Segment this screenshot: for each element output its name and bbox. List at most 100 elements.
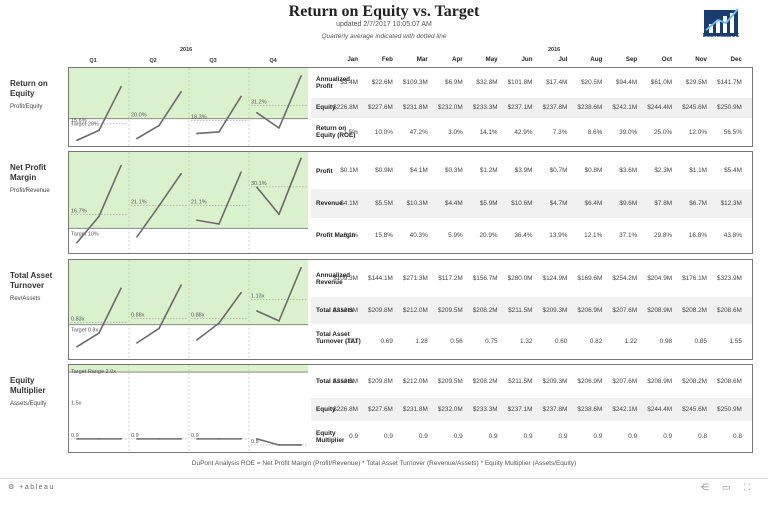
- monthly-point-jan: [76, 139, 78, 142]
- monthly-point-nov: [278, 127, 280, 129]
- metric-value-jul: $0.7M: [549, 167, 568, 175]
- month-header-jan: Jan: [347, 56, 358, 63]
- monthly-point-jul: [196, 437, 198, 440]
- metric-value-feb: $227.6M: [368, 405, 393, 413]
- metric-value-aug: 0.9: [593, 433, 603, 441]
- metric-value-jul: $237.8M: [542, 104, 568, 111]
- metric-label: Revenue: [316, 199, 343, 207]
- metric-value-mar: 1.28: [415, 338, 428, 346]
- metric-value-feb: 15.8%: [374, 231, 393, 239]
- monthly-point-may: [158, 204, 160, 207]
- comment-icon[interactable]: ▭: [722, 482, 731, 492]
- monthly-point-aug: [218, 322, 220, 325]
- metric-value-apr: $0.3M: [444, 167, 463, 175]
- metric-value-sep: $207.6M: [612, 377, 638, 385]
- metric-value-mar: $212.0M: [402, 306, 428, 314]
- sparkline-chart: Target 10%16.7%21.1% 21.1%30.1%: [69, 152, 308, 253]
- metric-value-oct: $244.4M: [647, 405, 673, 413]
- row-subtitle: Profit/Revenue: [10, 188, 50, 194]
- metric-value-apr: 0.56: [450, 338, 463, 346]
- monthly-point-nov: [278, 213, 280, 216]
- metric-value-nov: 12.0%: [688, 128, 707, 136]
- quarter-average-label: 0.88x: [191, 313, 205, 319]
- metric-value-sep: 1.22: [624, 338, 638, 346]
- metric-value-mar: $231.8M: [402, 104, 428, 111]
- metric-value-may: $5.9M: [479, 199, 498, 207]
- metric-value-mar: $109.3M: [402, 79, 428, 87]
- tableau-logo[interactable]: ⚙ +ableau: [8, 483, 55, 491]
- metric-value-jan: 0.51: [345, 338, 358, 346]
- metric-value-oct: $208.9M: [647, 377, 673, 385]
- metric-value-dec: $208.6M: [717, 377, 742, 385]
- monthly-point-sep: [240, 95, 242, 98]
- metric-value-dec: $250.9M: [717, 104, 742, 111]
- fullscreen-icon[interactable]: ⛶: [744, 482, 751, 492]
- quarter-average-label: 16.7%: [71, 208, 87, 214]
- sparkline-chart: Target 0.8x 0.83x 0.88x 0.88x 1.13x: [69, 260, 308, 359]
- quarter-header-q4: Q4: [269, 58, 277, 64]
- metric-value-apr: $209.5M: [437, 377, 463, 385]
- monthly-point-oct: [256, 310, 258, 312]
- tableau-toolbar: ⚙ +ableau ⋲ ▭ ⛶: [0, 478, 768, 508]
- monthly-point-jun: [180, 284, 182, 287]
- metric-value-jun: 42.9%: [514, 128, 533, 136]
- metric-label: Return on Equity (ROE): [316, 125, 356, 140]
- metric-value-mar: 40.3%: [409, 231, 428, 239]
- dupont-footnote: DuPont Analysis ROE = Net Profit Margin …: [191, 460, 577, 467]
- monthly-point-jun: [180, 437, 182, 440]
- monthly-point-may: [158, 124, 160, 127]
- metric-value-aug: $169.6M: [577, 274, 603, 282]
- monthly-point-feb: [98, 437, 100, 440]
- metric-label: Equity Multiplier: [316, 429, 345, 444]
- quarter-average-label: 0.83x: [71, 316, 85, 322]
- metric-value-jun: $211.5M: [508, 306, 533, 314]
- metric-value-oct: 25.0%: [653, 128, 673, 136]
- monthly-point-jun: [180, 172, 182, 175]
- metric-value-aug: $206.9M: [577, 377, 603, 385]
- metric-value-aug: $20.5M: [580, 79, 603, 87]
- metric-value-aug: $238.6M: [577, 405, 603, 413]
- metric-value-nov: $6.7M: [689, 199, 707, 207]
- metric-value-aug: 8.6%: [587, 128, 603, 136]
- share-icon[interactable]: ⋲: [700, 482, 709, 492]
- metric-value-jun: $101.8M: [507, 79, 533, 87]
- metric-value-jan: $0.1M: [340, 167, 358, 175]
- metric-value-sep: $207.6M: [612, 306, 638, 314]
- metric-value-may: 0.75: [485, 338, 498, 346]
- metric-value-jul: 0.60: [554, 338, 568, 346]
- monthly-point-feb: [98, 332, 100, 334]
- quarter-header-q1: Q1: [89, 58, 97, 64]
- metric-value-dec: $250.9M: [717, 405, 742, 413]
- metric-value-jul: $209.3M: [542, 377, 568, 385]
- metric-value-oct: 0.98: [659, 338, 673, 346]
- month-header-dec: Dec: [730, 56, 742, 63]
- row-band: [311, 397, 752, 422]
- metric-value-nov: $176.1M: [682, 274, 707, 282]
- metric-label: Profit Margin: [316, 232, 356, 240]
- metric-value-may: 14.1%: [479, 128, 498, 136]
- quarter-average-label: 21.1%: [191, 199, 207, 205]
- row-subtitle: Assets/Equity: [10, 401, 47, 407]
- month-header-jun: Jun: [521, 56, 533, 63]
- metric-value-sep: 39.0%: [619, 128, 638, 136]
- target-zone: [69, 68, 308, 119]
- quarter-average-label: 15.6%: [71, 118, 87, 124]
- metric-value-sep: $254.2M: [612, 274, 638, 282]
- metric-value-sep: $242.1M: [612, 405, 638, 413]
- monthly-point-jun: [180, 91, 182, 93]
- metric-value-feb: 10.0%: [374, 128, 393, 136]
- monthly-point-mar: [120, 164, 122, 167]
- row-title: Return on Equity: [10, 79, 48, 98]
- quarter-average-label: 1.13x: [251, 294, 265, 300]
- row-title: Net Profit Margin: [10, 163, 46, 182]
- metric-value-oct: $7.8M: [654, 199, 673, 207]
- metric-label: Equity: [316, 104, 336, 112]
- metric-value-feb: $5.5M: [375, 199, 393, 207]
- metric-value-may: 0.9: [488, 433, 498, 441]
- monthly-point-oct: [256, 437, 258, 440]
- monthly-point-sep: [240, 437, 242, 440]
- year-label-chart: 2016: [180, 47, 193, 53]
- metric-value-jun: $237.1M: [507, 405, 533, 413]
- month-header-aug: Aug: [590, 56, 603, 63]
- metric-value-mar: $10.3M: [406, 199, 428, 207]
